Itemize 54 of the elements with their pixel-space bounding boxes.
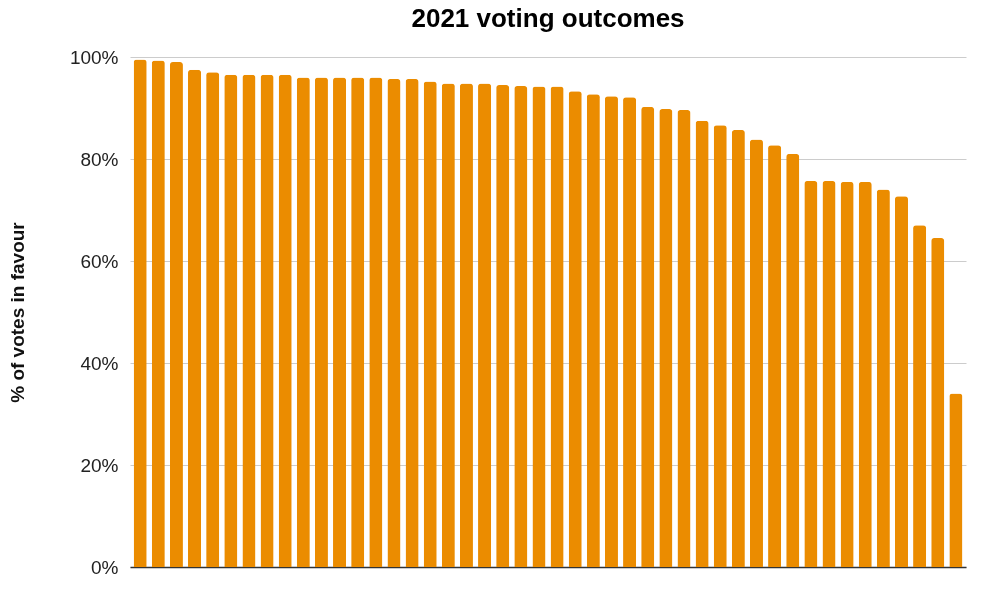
- bar: [768, 145, 782, 567]
- bar: [169, 62, 183, 567]
- bar: [913, 225, 927, 567]
- bar: [278, 74, 292, 567]
- bar: [822, 180, 836, 567]
- bar: [441, 83, 455, 567]
- bar: [260, 74, 274, 567]
- bar: [641, 106, 655, 567]
- bar: [677, 110, 691, 567]
- bar: [133, 59, 147, 567]
- bar: [151, 60, 165, 567]
- bar: [713, 125, 727, 567]
- bar: [296, 77, 310, 567]
- bar: [695, 120, 709, 567]
- bar: [242, 74, 256, 567]
- y-axis-title: % of votes in favour: [6, 221, 28, 403]
- bar: [623, 97, 637, 567]
- bar: [550, 86, 564, 567]
- bar: [514, 86, 528, 567]
- bar: [314, 77, 328, 567]
- y-tick-label: 40%: [80, 352, 119, 374]
- bar: [206, 72, 220, 567]
- bar: [749, 139, 763, 567]
- bar: [478, 83, 492, 567]
- y-tick-label: 0%: [91, 556, 119, 578]
- bar: [659, 109, 673, 567]
- bar: [786, 153, 800, 567]
- bar: [949, 393, 963, 567]
- bar: [405, 78, 419, 567]
- bar: [532, 86, 546, 567]
- bar: [188, 69, 202, 567]
- bar: [423, 81, 437, 567]
- bar: [351, 77, 365, 567]
- y-tick-label: 100%: [69, 46, 119, 68]
- bar: [804, 180, 818, 567]
- bar: [369, 77, 383, 567]
- y-tick-label: 80%: [80, 148, 119, 170]
- bar: [333, 77, 347, 567]
- bar: [586, 94, 600, 567]
- bar: [568, 91, 582, 567]
- bar: [931, 238, 945, 567]
- y-tick-label: 20%: [80, 454, 119, 476]
- bar: [840, 181, 854, 567]
- bar: [894, 196, 908, 567]
- bar: [604, 96, 618, 567]
- bar: [731, 129, 745, 567]
- bar: [459, 83, 473, 567]
- bar: [858, 181, 872, 567]
- bar: [224, 74, 238, 567]
- bar: [387, 78, 401, 567]
- chart-title: 2021 voting outcomes: [411, 3, 685, 33]
- y-tick-label: 60%: [80, 250, 119, 272]
- bar: [496, 85, 510, 567]
- bar: [876, 189, 890, 567]
